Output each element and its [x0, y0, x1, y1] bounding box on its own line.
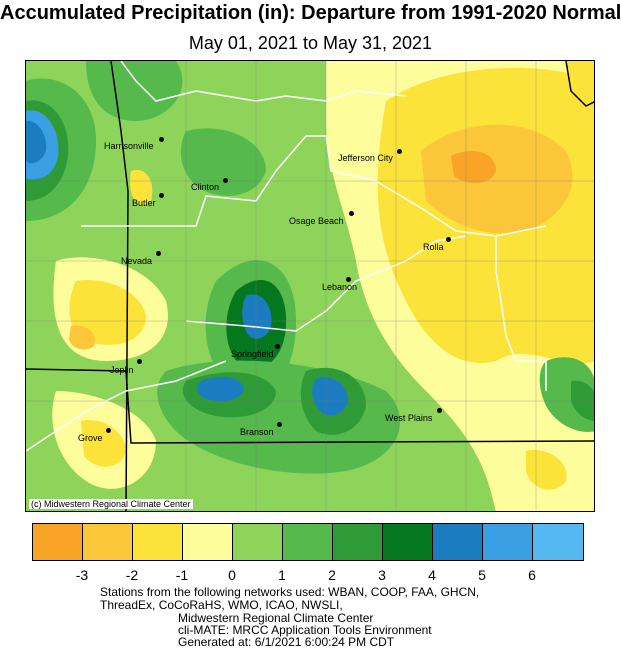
legend-swatch: [183, 524, 233, 560]
legend-tick-label: -2: [125, 567, 139, 583]
color-legend: [32, 523, 584, 561]
city-label-butler: Butler: [132, 198, 156, 208]
city-label-harrisonville: Harrisonville: [104, 141, 154, 151]
city-dot-branson: [277, 422, 282, 427]
city-label-west-plains: West Plains: [385, 413, 433, 423]
legend-tick-label: 5: [478, 567, 486, 583]
city-dot-springfield: [275, 344, 280, 349]
city-dot-grove: [106, 428, 111, 433]
legend-swatch: [483, 524, 533, 560]
city-dot-jefferson-city: [397, 149, 402, 154]
map-credit: (c) Midwestern Regional Climate Center: [29, 499, 193, 509]
city-dot-harrisonville: [159, 137, 164, 142]
stations-line-1: Stations from the following networks use…: [100, 585, 480, 599]
org-line: Midwestern Regional Climate Center: [178, 611, 374, 625]
legend-tick-label: 4: [428, 567, 436, 583]
city-label-clinton: Clinton: [191, 182, 220, 192]
city-label-springfield: Springfield: [231, 349, 274, 359]
legend-swatch: [133, 524, 183, 560]
legend-tick-label: -1: [175, 567, 189, 583]
tool-line: cli-MATE: MRCC Application Tools Environ…: [178, 623, 432, 637]
city-label-grove: Grove: [78, 433, 103, 443]
city-label-nevada: Nevada: [121, 256, 153, 266]
city-label-lebanon: Lebanon: [322, 282, 358, 292]
city-label-osage-beach: Osage Beach: [289, 216, 344, 226]
city-dot-clinton: [223, 178, 228, 183]
legend-swatch: [433, 524, 483, 560]
city-dot-lebanon: [346, 277, 351, 282]
legend-tick-label: 0: [228, 567, 236, 583]
legend-swatch: [83, 524, 133, 560]
city-dot-nevada: [156, 251, 161, 256]
city-label-branson: Branson: [240, 427, 274, 437]
city-dot-west-plains: [437, 408, 442, 413]
city-dot-rolla: [446, 237, 451, 242]
city-dot-butler: [159, 193, 164, 198]
generated-line: Generated at: 6/1/2021 6:00:24 PM CDT: [178, 635, 395, 649]
city-dot-joplin: [137, 359, 142, 364]
legend-tick-label: 6: [528, 567, 536, 583]
legend-tick-label: 2: [328, 567, 336, 583]
map-shading: [26, 61, 594, 511]
city-dot-osage-beach: [349, 211, 354, 216]
legend-swatch: [333, 524, 383, 560]
legend-swatch: [33, 524, 83, 560]
legend-swatch: [533, 524, 583, 560]
city-label-rolla: Rolla: [423, 242, 444, 252]
legend-swatch: [233, 524, 283, 560]
stations-line-2: ThreadEx, CoCoRaHS, WMO, ICAO, NWSLI,: [100, 598, 343, 612]
date-range: May 01, 2021 to May 31, 2021: [188, 33, 433, 53]
legend-tick-label: 1: [278, 567, 286, 583]
map-title: Accumulated Precipitation (in): Departur…: [0, 2, 621, 24]
legend-tick-label: 3: [378, 567, 386, 583]
legend-swatch: [383, 524, 433, 560]
city-label-joplin: Joplin: [110, 365, 134, 375]
legend-tick-label: -3: [75, 567, 89, 583]
legend-swatch: [283, 524, 333, 560]
precipitation-map: Harrisonville Clinton Jefferson City But…: [25, 60, 595, 512]
city-label-jefferson-city: Jefferson City: [338, 153, 393, 163]
